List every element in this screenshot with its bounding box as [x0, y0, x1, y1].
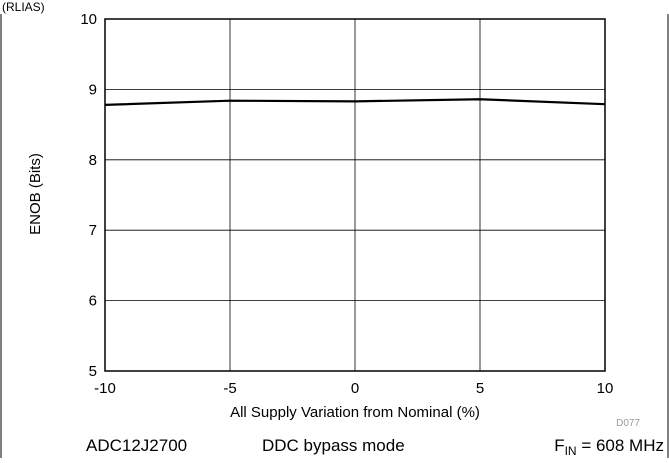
figure-code: D077	[616, 418, 640, 429]
series-line-0	[104, 98, 606, 106]
x-tick-labels: -10 -5 0 5 10	[94, 380, 613, 397]
y-tick-labels: 5 6 7 8 9 10	[80, 11, 97, 380]
grid-lines	[104, 18, 606, 372]
y-tick-label-4: 9	[89, 81, 97, 98]
caption-fin: FIN = 608 MHz	[554, 436, 664, 458]
x-tick-label-2: 0	[351, 380, 359, 397]
y-tick-label-1: 6	[89, 293, 97, 310]
y-axis-label: ENOB (Bits)	[27, 153, 44, 235]
series-lines	[104, 98, 606, 106]
x-tick-label-3: 5	[476, 380, 484, 397]
caption-fin-sub: IN	[565, 444, 577, 458]
y-tick-label-0: 5	[89, 363, 97, 380]
x-tick-label-1: -5	[223, 380, 236, 397]
x-tick-label-0: -10	[94, 380, 116, 397]
y-tick-label-2: 7	[89, 222, 97, 239]
caption-mode: DDC bypass mode	[262, 436, 405, 455]
x-tick-label-4: 10	[597, 380, 614, 397]
caption-device: ADC12J2700	[86, 436, 187, 455]
x-axis-label: All Supply Variation from Nominal (%)	[230, 404, 480, 421]
caption-fin-prefix: F	[554, 436, 564, 455]
header-fragment: (RLIAS)	[2, 0, 45, 14]
plot-frame	[104, 18, 606, 372]
y-tick-label-5: 10	[80, 11, 97, 28]
y-tick-label-3: 8	[89, 152, 97, 169]
caption-fin-value: = 608 MHz	[577, 436, 664, 455]
